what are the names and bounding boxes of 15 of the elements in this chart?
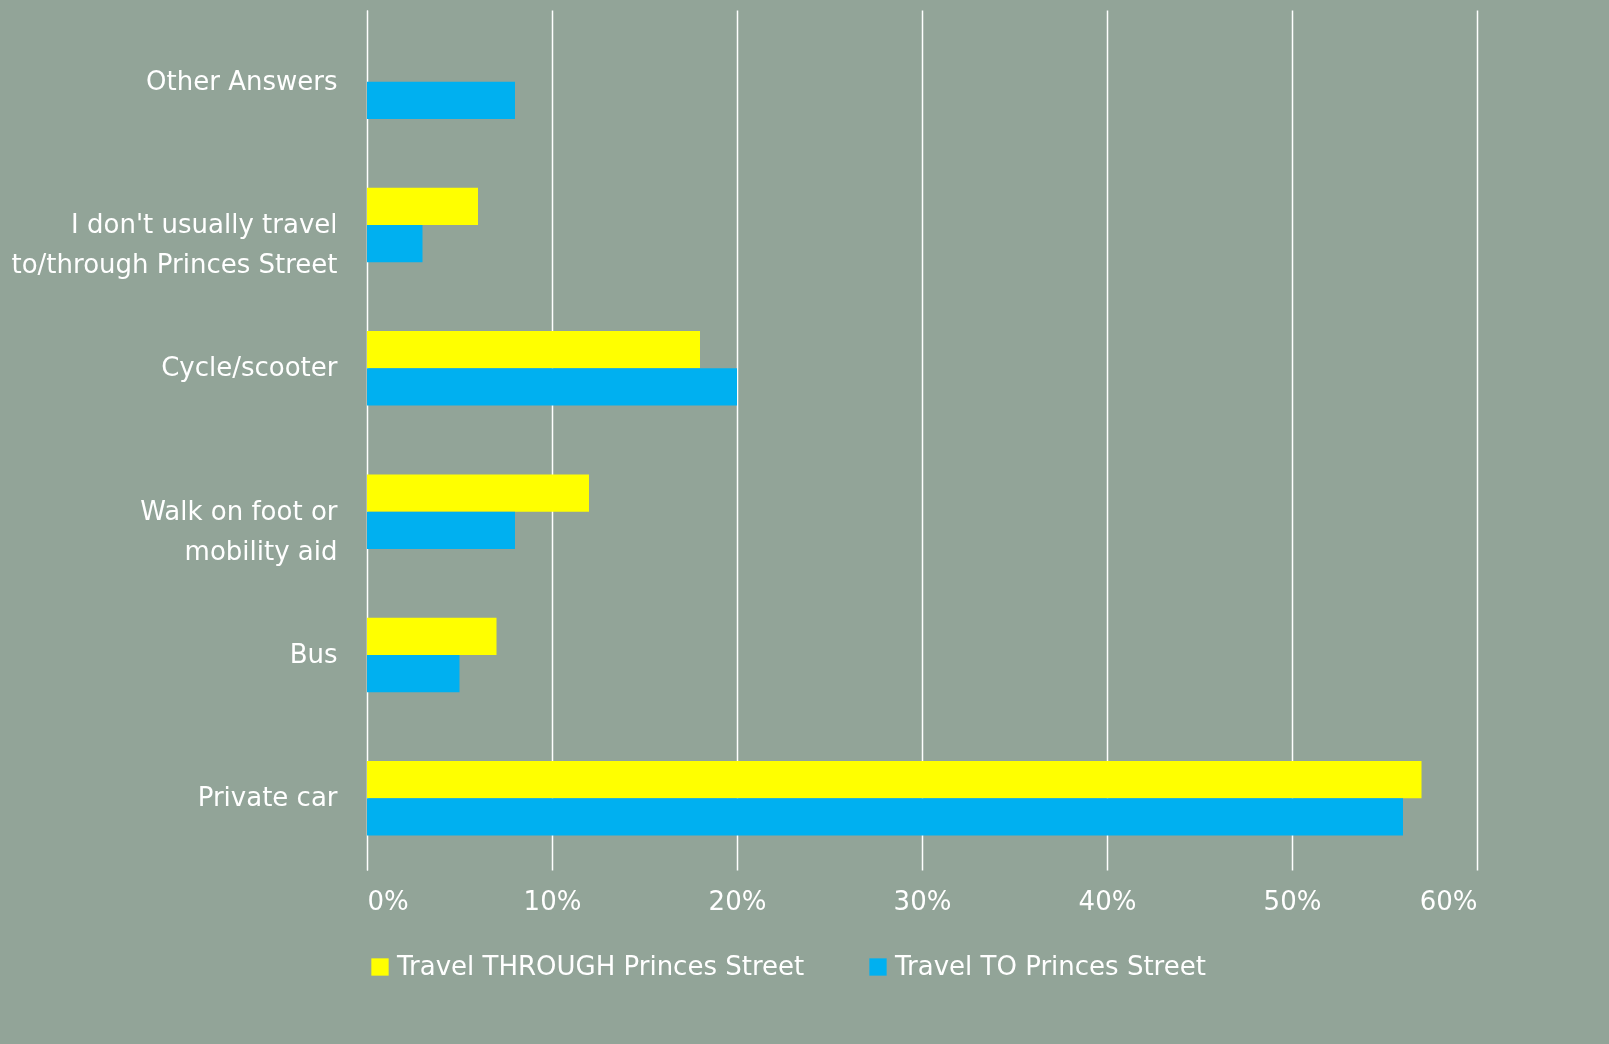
y-tick-label: Private car <box>197 782 338 813</box>
y-tick-label: I don't usually travel to/through Princes Street <box>11 209 338 279</box>
x-tick-label: 40% <box>1078 885 1137 916</box>
legend-label: Travel TO Princes Street <box>894 951 1206 981</box>
y-tick-label: Walk on foot or mobility aid <box>140 495 338 566</box>
y-tick-label: Bus <box>289 639 338 669</box>
x-tick-label: 30% <box>893 885 952 916</box>
x-tick-label: 50% <box>1263 885 1322 916</box>
x-tick-label: 10% <box>523 885 582 916</box>
legend-label: Travel THROUGH Princes Street <box>396 951 805 981</box>
x-tick-label: 20% <box>708 885 767 916</box>
y-tick-label: Other Answers <box>146 65 338 96</box>
y-tick-label: Cycle/scooter <box>161 352 338 383</box>
x-tick-label: 0% <box>367 885 409 916</box>
x-tick-label: 60% <box>1419 885 1478 916</box>
